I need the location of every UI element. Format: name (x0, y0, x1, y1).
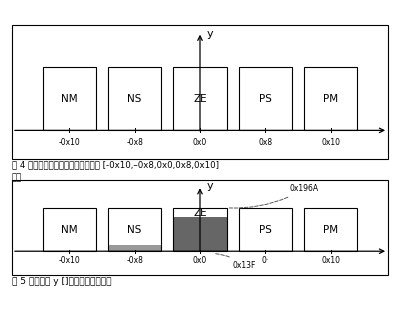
Text: -0x8: -0x8 (126, 256, 143, 266)
Bar (43, 208, 96, 251)
Text: 0x0: 0x0 (193, 138, 207, 147)
Text: -0x10: -0x10 (58, 138, 80, 147)
Bar (108, 245, 161, 251)
Bar (174, 218, 226, 251)
Text: y: y (206, 29, 213, 39)
Text: 图 5 输出向量 y []质心点的计算结果: 图 5 输出向量 y []质心点的计算结果 (12, 277, 112, 286)
Bar (304, 208, 357, 251)
Text: 0x10: 0x10 (321, 138, 340, 147)
Text: PM: PM (323, 93, 338, 104)
Text: 0x196A: 0x196A (229, 184, 319, 208)
Bar (174, 208, 226, 218)
Bar (108, 67, 161, 130)
Text: 图 4 被去模糊化使用的输出成员集与 [-0x10,–0x8,0x0,0x8,0x10]: 图 4 被去模糊化使用的输出成员集与 [-0x10,–0x8,0x0,0x8,0… (12, 161, 219, 169)
Bar (43, 67, 96, 130)
Text: 0x0: 0x0 (193, 256, 207, 266)
Text: NM: NM (61, 93, 78, 104)
Text: 0x10: 0x10 (321, 256, 340, 266)
Text: NS: NS (128, 93, 142, 104)
Text: 系数: 系数 (12, 173, 22, 182)
Bar (304, 67, 357, 130)
Bar (239, 208, 292, 251)
Text: 0x8: 0x8 (258, 138, 272, 147)
Text: PS: PS (259, 225, 272, 235)
Text: -0x8: -0x8 (126, 138, 143, 147)
Bar (174, 67, 226, 130)
Bar (239, 67, 292, 130)
Bar (108, 208, 161, 251)
Text: ZE: ZE (193, 93, 207, 104)
Text: y: y (206, 181, 213, 191)
Text: ZE: ZE (193, 208, 207, 218)
Text: 0·: 0· (262, 256, 269, 266)
Text: -0x10: -0x10 (58, 256, 80, 266)
Text: NM: NM (61, 225, 78, 235)
Text: PM: PM (323, 225, 338, 235)
Bar (174, 208, 226, 251)
Text: 0x13F: 0x13F (215, 254, 256, 270)
Text: PS: PS (259, 93, 272, 104)
Text: NS: NS (128, 225, 142, 235)
